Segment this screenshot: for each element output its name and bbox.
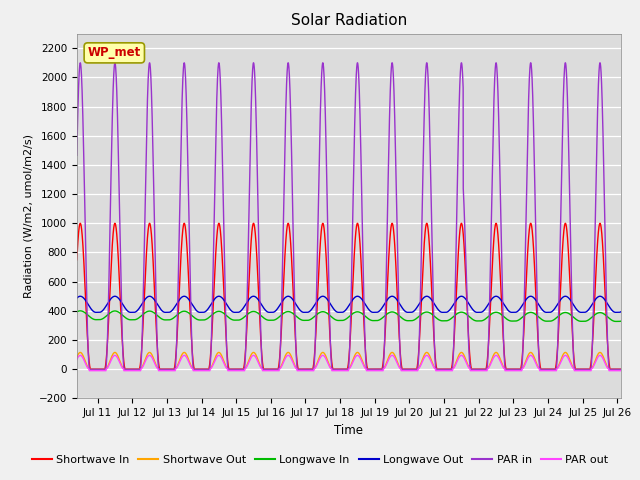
Shortwave In [414,359,422,365]
Shortwave Out [546,366,554,372]
PAR out [617,368,625,373]
Longwave In [617,318,625,324]
PAR in [257,348,265,354]
Shortwave Out [354,349,362,355]
PAR in [86,366,93,372]
Longwave In [545,318,553,324]
Line: Shortwave Out: Shortwave Out [77,352,621,369]
PAR in [391,117,399,123]
Longwave Out [257,301,265,307]
Longwave Out [73,295,81,301]
Title: Solar Radiation: Solar Radiation [291,13,407,28]
Shortwave In [73,257,81,263]
Shortwave Out [73,354,81,360]
Line: PAR in: PAR in [77,63,621,369]
PAR out [154,365,161,371]
Shortwave In [546,366,554,372]
Legend: Shortwave In, Shortwave Out, Longwave In, Longwave Out, PAR in, PAR out: Shortwave In, Shortwave Out, Longwave In… [28,451,612,469]
PAR out [310,366,318,372]
Shortwave Out [391,352,399,358]
Longwave Out [391,295,399,300]
Text: WP_met: WP_met [88,47,141,60]
Longwave In [615,319,623,324]
Line: Longwave Out: Longwave Out [77,296,621,312]
Longwave In [414,314,422,320]
Shortwave Out [617,366,625,372]
PAR in [310,361,318,367]
Shortwave Out [414,366,422,372]
X-axis label: Time: Time [334,424,364,437]
Shortwave In [257,347,265,352]
Longwave In [76,308,84,314]
PAR out [257,366,265,372]
PAR out [354,352,362,358]
Line: Shortwave In: Shortwave In [77,223,621,369]
Shortwave In [354,220,362,226]
Longwave In [154,312,161,318]
Shortwave Out [86,366,94,372]
Shortwave In [617,366,625,372]
Longwave In [257,313,265,319]
Longwave Out [546,310,554,315]
PAR in [617,366,625,372]
Longwave Out [617,309,625,315]
PAR out [414,366,422,372]
Line: PAR out: PAR out [77,355,621,371]
Longwave Out [310,302,318,308]
Longwave Out [154,301,161,307]
PAR in [73,153,81,158]
Shortwave In [310,355,318,361]
Line: Longwave In: Longwave In [77,311,621,322]
Longwave Out [414,303,422,309]
PAR in [154,341,161,347]
Shortwave In [87,366,95,372]
Shortwave Out [310,366,318,372]
PAR in [414,364,422,370]
Longwave Out [354,293,362,299]
Shortwave Out [154,364,161,370]
PAR in [546,366,554,372]
Longwave In [310,314,318,320]
PAR out [391,355,399,361]
Longwave Out [92,310,100,315]
PAR out [546,368,554,373]
Longwave In [391,310,399,315]
PAR out [86,368,93,373]
Y-axis label: Radiation (W/m2, umol/m2/s): Radiation (W/m2, umol/m2/s) [23,134,33,298]
Shortwave In [391,243,399,249]
Shortwave In [154,342,161,348]
Longwave In [73,309,81,315]
Shortwave Out [257,365,265,371]
PAR out [73,357,81,362]
PAR in [354,60,362,66]
